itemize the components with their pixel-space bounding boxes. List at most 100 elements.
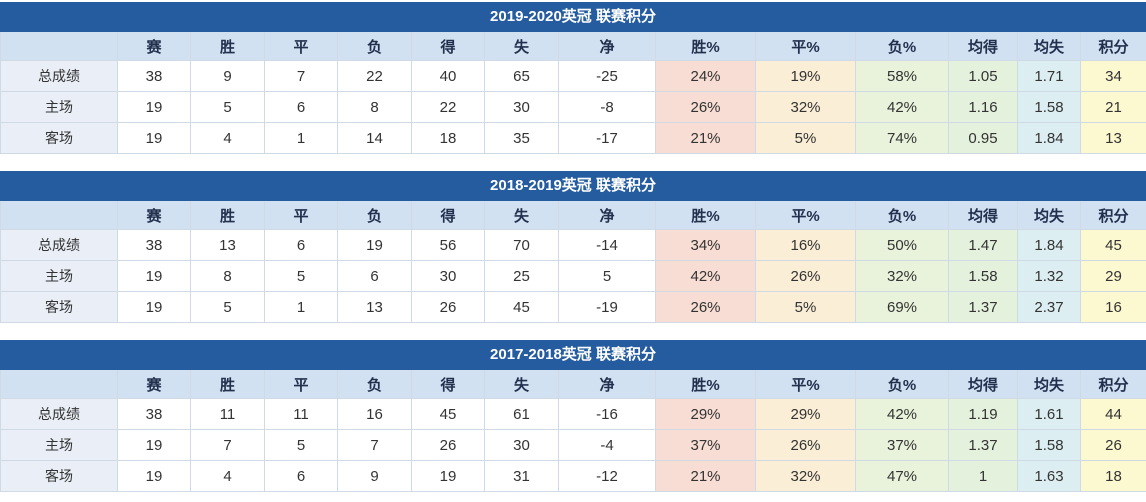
data-cell: 18 — [411, 122, 485, 154]
data-cell: 16 — [1080, 291, 1146, 323]
data-cell: 29% — [755, 398, 856, 430]
header-cell: 失 — [484, 370, 559, 399]
table-row: 主场 19 8 5 6 30 25 5 42% 26% 32% 1.58 1.32 29 — [0, 260, 1146, 292]
header-cell: 得 — [411, 370, 485, 399]
data-cell: 2.37 — [1017, 291, 1081, 323]
data-cell: 5% — [755, 291, 856, 323]
data-cell: 5 — [264, 429, 338, 461]
data-cell: -14 — [558, 229, 656, 261]
data-cell: 1.58 — [1017, 91, 1081, 123]
data-cell: 26 — [411, 291, 485, 323]
data-cell: -16 — [558, 398, 656, 430]
data-cell: 19 — [117, 460, 191, 492]
header-cell: 负 — [337, 32, 412, 61]
data-cell: 74% — [855, 122, 949, 154]
row-label-cell: 客场 — [0, 122, 118, 154]
data-cell: 1.58 — [1017, 429, 1081, 461]
data-cell: -17 — [558, 122, 656, 154]
data-cell: 1.58 — [948, 260, 1018, 292]
data-cell: 37% — [655, 429, 756, 461]
data-cell: 6 — [264, 460, 338, 492]
data-cell: 1 — [264, 122, 338, 154]
data-cell: 4 — [190, 460, 265, 492]
header-cell: 赛 — [117, 370, 191, 399]
header-cell: 胜 — [190, 370, 265, 399]
header-row: 赛胜平负得失净胜% 平% 负% 均得 均失 积分 — [0, 32, 1146, 61]
data-cell: 1.19 — [948, 398, 1018, 430]
header-cell: 均失 — [1017, 32, 1081, 61]
header-cell: 胜% — [655, 201, 756, 230]
data-cell: 26% — [655, 91, 756, 123]
league-points-table: 赛胜平负得失净胜% 平% 负% 均得 均失 积分 总成绩 38 11 11 16 45 61 -16 29… — [0, 370, 1146, 492]
data-cell: 1 — [264, 291, 338, 323]
data-cell: -12 — [558, 460, 656, 492]
header-cell: 负 — [337, 201, 412, 230]
header-cell: 赛 — [117, 32, 191, 61]
table-row: 主场 19 5 6 8 22 30 -8 26% 32% 42% 1.16 1.58 21 — [0, 91, 1146, 123]
data-cell: 22 — [337, 60, 412, 92]
header-cell: 均得 — [948, 370, 1018, 399]
header-cell: 平% — [755, 201, 856, 230]
data-cell: 1.37 — [948, 291, 1018, 323]
data-cell: 0.95 — [948, 122, 1018, 154]
data-cell: 14 — [337, 122, 412, 154]
header-cell: 均得 — [948, 32, 1018, 61]
data-cell: 32% — [755, 91, 856, 123]
data-cell: 1.37 — [948, 429, 1018, 461]
header-cell: 平% — [755, 370, 856, 399]
data-cell: -19 — [558, 291, 656, 323]
header-cell: 平 — [264, 32, 338, 61]
data-cell: 5 — [190, 91, 265, 123]
header-cell: 得 — [411, 32, 485, 61]
data-cell: 21% — [655, 122, 756, 154]
data-cell: -4 — [558, 429, 656, 461]
data-cell: -25 — [558, 60, 656, 92]
season-table-2017-2018: 2017-2018英冠 联赛积分 赛胜平负得失净胜% 平% 负% 均得 均失 积分 总成绩… — [0, 340, 1146, 492]
data-cell: 6 — [264, 91, 338, 123]
header-cell: 胜% — [655, 32, 756, 61]
data-cell: 34 — [1080, 60, 1146, 92]
row-label-cell: 客场 — [0, 460, 118, 492]
row-label-cell: 总成绩 — [0, 229, 118, 261]
header-cell: 净 — [558, 32, 656, 61]
header-cell: 积分 — [1080, 370, 1146, 399]
data-cell: 30 — [484, 91, 559, 123]
data-cell: 35 — [484, 122, 559, 154]
data-cell: 13 — [190, 229, 265, 261]
data-cell: 7 — [337, 429, 412, 461]
data-cell: 1.16 — [948, 91, 1018, 123]
data-cell: 30 — [484, 429, 559, 461]
data-cell: 42% — [855, 91, 949, 123]
data-cell: 19 — [337, 229, 412, 261]
data-cell: 18 — [1080, 460, 1146, 492]
data-cell: 37% — [855, 429, 949, 461]
data-cell: 19 — [117, 291, 191, 323]
data-cell: 26% — [655, 291, 756, 323]
header-cell: 平% — [755, 32, 856, 61]
header-cell: 失 — [484, 201, 559, 230]
data-cell: 4 — [190, 122, 265, 154]
header-cell: 赛 — [117, 201, 191, 230]
season-table-2018-2019: 2018-2019英冠 联赛积分 赛胜平负得失净胜% 平% 负% 均得 均失 积分 总成绩… — [0, 171, 1146, 323]
table-row: 总成绩 38 13 6 19 56 70 -14 34% 16% 50% 1.47 1.84 45 — [0, 229, 1146, 261]
data-cell: 7 — [264, 60, 338, 92]
league-points-table: 赛胜平负得失净胜% 平% 负% 均得 均失 积分 总成绩 38 9 7 22 40 65 -25 24% 1… — [0, 32, 1146, 154]
row-label-cell: 客场 — [0, 291, 118, 323]
header-cell-empty — [0, 201, 118, 230]
row-label-cell: 主场 — [0, 91, 118, 123]
header-cell: 均失 — [1017, 370, 1081, 399]
data-cell: 30 — [411, 260, 485, 292]
table-title: 2018-2019英冠 联赛积分 — [0, 171, 1146, 201]
data-cell: 19 — [411, 460, 485, 492]
data-cell: 9 — [337, 460, 412, 492]
header-cell: 均失 — [1017, 201, 1081, 230]
data-cell: 16 — [337, 398, 412, 430]
row-label-cell: 总成绩 — [0, 60, 118, 92]
data-cell: 1.05 — [948, 60, 1018, 92]
data-cell: 11 — [190, 398, 265, 430]
data-cell: 34% — [655, 229, 756, 261]
header-cell-empty — [0, 32, 118, 61]
header-cell: 均得 — [948, 201, 1018, 230]
header-cell-empty — [0, 370, 118, 399]
